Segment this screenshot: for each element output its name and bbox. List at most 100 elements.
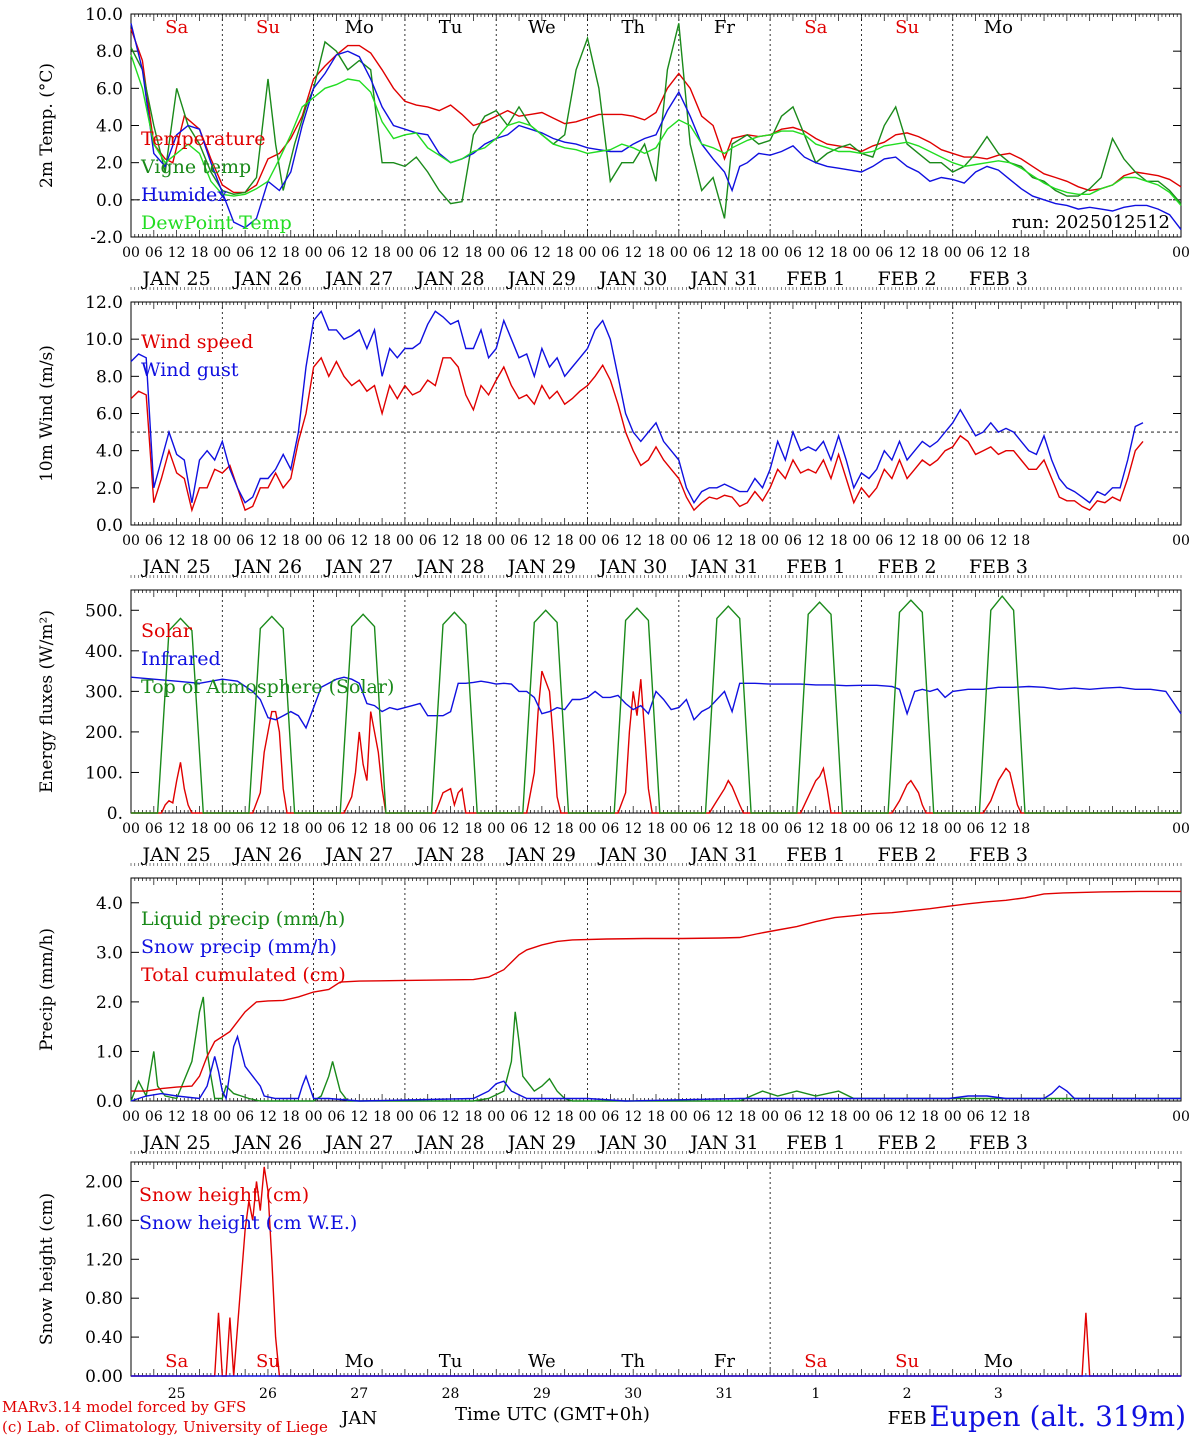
legend-entry: Infrared — [141, 648, 221, 670]
legend-entry: Wind speed — [141, 331, 253, 353]
hour-tick-label: 00 — [1172, 533, 1190, 549]
day-number-label: 31 — [716, 1386, 734, 1402]
hour-tick-label: 18 — [464, 821, 482, 837]
day-name-label: Su — [895, 1351, 919, 1372]
day-number-label: 27 — [350, 1386, 368, 1402]
y-tick-label: 2.0 — [96, 154, 123, 174]
day-name-label: Fr — [714, 1351, 735, 1372]
date-label: FEB 1 — [786, 556, 845, 578]
date-label: JAN 29 — [506, 268, 576, 290]
hour-tick-label: 12 — [898, 533, 916, 549]
y-axis-label: Energy fluxes (W/m²) — [37, 610, 57, 793]
hour-tick-label: 06 — [601, 533, 619, 549]
hour-tick-label: 18 — [282, 1109, 300, 1125]
hour-tick-label: 00 — [670, 533, 688, 549]
hour-tick-label: 12 — [807, 533, 825, 549]
hour-tick-label: 00 — [305, 1109, 323, 1125]
hour-tick-label: 12 — [624, 245, 642, 261]
y-tick-label: 0.0 — [96, 516, 123, 536]
hour-tick-label: 18 — [921, 245, 939, 261]
hour-tick-label: 12 — [807, 245, 825, 261]
hour-tick-label: 12 — [442, 1109, 460, 1125]
hour-tick-label: 06 — [236, 821, 254, 837]
date-label: JAN 31 — [688, 556, 758, 578]
date-label: JAN 26 — [232, 1132, 302, 1154]
y-tick-label: 10.0 — [85, 5, 123, 25]
legend-entry: Top of Atmosphere (Solar) — [141, 676, 394, 698]
date-label: FEB 2 — [878, 556, 937, 578]
hour-tick-label: 18 — [282, 821, 300, 837]
hour-tick-label: 00 — [853, 1109, 871, 1125]
hour-tick-label: 18 — [830, 1109, 848, 1125]
y-tick-label: 100. — [85, 763, 123, 783]
hour-tick-label: 00 — [761, 1109, 779, 1125]
hour-tick-label: 12 — [442, 533, 460, 549]
legend-entry: DewPoint Temp — [141, 212, 292, 234]
legend-entry: Wind gust — [141, 359, 239, 381]
hour-tick-label: 06 — [967, 821, 985, 837]
hour-tick-label: 12 — [624, 1109, 642, 1125]
day-name-label: Fr — [714, 17, 735, 38]
day-number-label: 26 — [259, 1386, 277, 1402]
month-label: JAN — [339, 1408, 377, 1429]
model-credit: MARv3.14 model forced by GFS — [2, 1398, 247, 1416]
hour-tick-label: 18 — [373, 533, 391, 549]
hour-tick-label: 00 — [122, 821, 140, 837]
hour-tick-label: 18 — [282, 533, 300, 549]
hour-tick-label: 00 — [122, 245, 140, 261]
hour-tick-label: 00 — [122, 533, 140, 549]
hour-tick-label: 18 — [464, 533, 482, 549]
hour-tick-label: 00 — [213, 821, 231, 837]
y-tick-label: 4.0 — [96, 442, 123, 462]
hour-tick-label: 06 — [145, 821, 163, 837]
hour-tick-label: 06 — [419, 1109, 437, 1125]
legend-entry: Snow precip (mm/h) — [141, 936, 337, 958]
hour-tick-label: 06 — [784, 821, 802, 837]
hour-tick-label: 18 — [921, 533, 939, 549]
hour-tick-label: 12 — [989, 533, 1007, 549]
y-tick-label: 300. — [85, 682, 123, 702]
hour-tick-label: 00 — [1172, 1109, 1190, 1125]
hour-tick-label: 06 — [875, 1109, 893, 1125]
hour-tick-label: 18 — [373, 245, 391, 261]
hour-tick-label: 12 — [989, 821, 1007, 837]
hour-tick-label: 06 — [145, 245, 163, 261]
hour-tick-label: 12 — [533, 245, 551, 261]
date-label: FEB 2 — [878, 844, 937, 866]
hour-tick-label: 00 — [213, 1109, 231, 1125]
month-label: FEB — [888, 1408, 927, 1429]
hour-tick-label: 18 — [1012, 821, 1030, 837]
hour-tick-label: 12 — [259, 245, 277, 261]
date-label: FEB 3 — [969, 268, 1028, 290]
y-tick-label: 1.20 — [85, 1250, 123, 1270]
hour-tick-label: 00 — [853, 533, 871, 549]
hour-tick-label: 18 — [556, 1109, 574, 1125]
hour-tick-label: 12 — [350, 1109, 368, 1125]
day-name-label: Sa — [804, 1351, 827, 1372]
hour-tick-label: 06 — [693, 533, 711, 549]
hour-tick-label: 06 — [875, 821, 893, 837]
y-tick-label: -2.0 — [90, 228, 123, 248]
hour-tick-label: 06 — [510, 1109, 528, 1125]
hour-tick-label: 18 — [556, 533, 574, 549]
day-name-label: Th — [621, 17, 645, 38]
hour-tick-label: 00 — [487, 1109, 505, 1125]
lab-credit: (c) Lab. of Climatology, University of L… — [2, 1418, 328, 1436]
hour-tick-label: 12 — [716, 821, 734, 837]
hour-tick-label: 06 — [601, 821, 619, 837]
hour-tick-label: 18 — [191, 821, 209, 837]
y-tick-label: 500. — [85, 601, 123, 621]
hour-tick-label: 00 — [944, 1109, 962, 1125]
y-tick-label: 400. — [85, 642, 123, 662]
y-tick-label: 8.0 — [96, 42, 123, 62]
hour-tick-label: 12 — [624, 533, 642, 549]
hour-tick-label: 06 — [236, 533, 254, 549]
legend-entry: Humidex — [141, 184, 228, 206]
hour-tick-label: 12 — [259, 533, 277, 549]
hour-tick-label: 00 — [487, 821, 505, 837]
day-number-label: 30 — [624, 1386, 642, 1402]
hour-tick-label: 00 — [761, 245, 779, 261]
hour-tick-label: 06 — [236, 245, 254, 261]
legend-entry: Vigne temp — [140, 156, 251, 178]
